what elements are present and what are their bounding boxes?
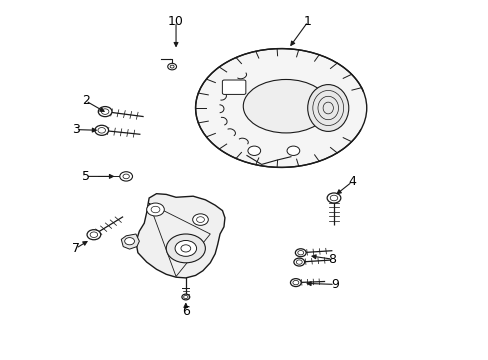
FancyBboxPatch shape [222, 80, 245, 94]
Circle shape [95, 125, 108, 135]
Polygon shape [136, 194, 224, 278]
Circle shape [192, 214, 208, 225]
Circle shape [120, 172, 132, 181]
Text: 1: 1 [304, 15, 311, 28]
Text: 3: 3 [72, 123, 80, 136]
Ellipse shape [195, 49, 366, 167]
Text: 5: 5 [81, 170, 89, 183]
Circle shape [326, 193, 340, 203]
Circle shape [146, 203, 164, 216]
Text: 7: 7 [72, 242, 80, 255]
Circle shape [247, 146, 260, 156]
Text: 10: 10 [168, 15, 183, 28]
Ellipse shape [307, 85, 348, 131]
Circle shape [175, 240, 196, 256]
Ellipse shape [243, 80, 328, 133]
Circle shape [167, 63, 176, 70]
Circle shape [286, 146, 299, 156]
Circle shape [182, 294, 189, 300]
Text: 6: 6 [182, 305, 189, 318]
Circle shape [293, 258, 304, 266]
Text: 2: 2 [81, 94, 89, 107]
Circle shape [295, 249, 305, 257]
Polygon shape [121, 234, 139, 249]
Text: 8: 8 [328, 253, 336, 266]
Text: 9: 9 [330, 278, 338, 291]
Circle shape [87, 230, 101, 240]
Text: 4: 4 [347, 175, 355, 188]
Circle shape [290, 279, 301, 287]
Circle shape [166, 234, 205, 263]
Circle shape [98, 107, 112, 117]
Circle shape [124, 238, 134, 245]
